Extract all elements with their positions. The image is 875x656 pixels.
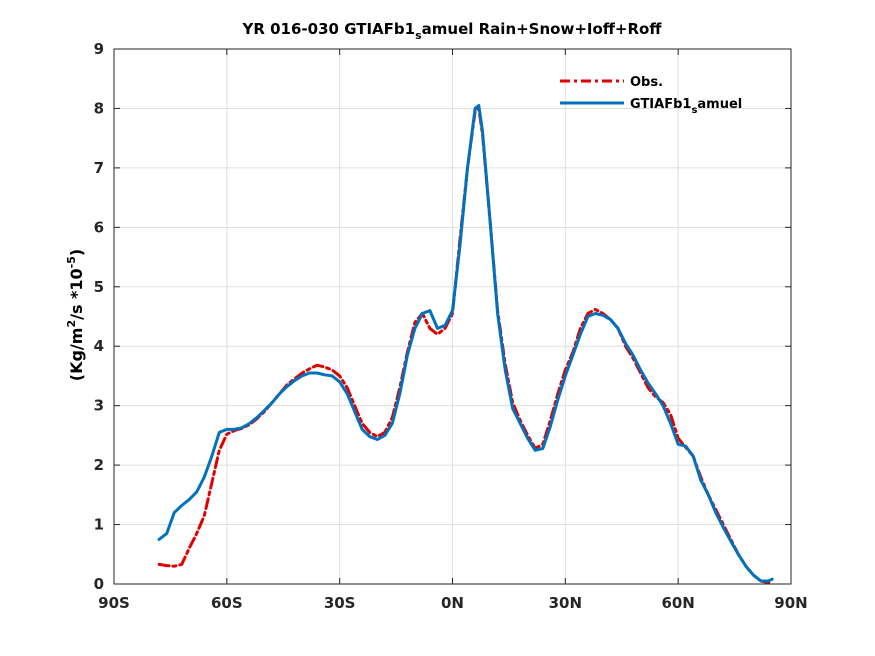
x-tick-label: 30S [324, 594, 356, 612]
y-tick-label: 7 [94, 159, 104, 177]
ylabel-superscript-1: 2 [65, 320, 78, 328]
x-tick-label: 30N [549, 594, 582, 612]
ylabel-suffix: ) [67, 249, 86, 256]
title-main: YR 016-030 GTIAFb1 [241, 20, 415, 38]
ylabel-superscript-2: -5 [65, 256, 78, 268]
y-tick-label: 9 [94, 40, 104, 58]
legend: Obs. GTIAFb1samuel [560, 75, 742, 116]
legend-model-main: GTIAFb1 [630, 97, 691, 112]
x-tick-label: 90S [98, 594, 130, 612]
series-layer [157, 104, 774, 585]
title-rest: amuel Rain+Snow+Ioff+Roff [422, 20, 663, 38]
y-tick-label: 4 [94, 337, 104, 355]
y-tick-label: 6 [94, 218, 104, 236]
series-line-model [157, 104, 774, 583]
y-tick-label: 3 [94, 397, 104, 415]
x-tick-label: 60N [661, 594, 694, 612]
legend-model-rest: amuel [697, 97, 742, 112]
legend-label-model: GTIAFb1samuel [630, 97, 742, 116]
x-tick-label: 0N [441, 594, 464, 612]
x-tick-label: 60S [211, 594, 243, 612]
ticks: 90S 60S 30S 0N 30N 60N 90N 0 1 2 3 4 5 6 7 8 9 [94, 40, 808, 612]
y-tick-label: 2 [94, 456, 104, 474]
y-axis-label: (Kg/m2/s *10-5) [65, 249, 86, 381]
ylabel-prefix: (Kg/m [67, 328, 86, 382]
y-tick-label: 5 [94, 278, 104, 296]
legend-label-obs: Obs. [630, 75, 663, 90]
title-subscript: s [415, 29, 422, 42]
legend-model-subscript: s [691, 105, 697, 116]
x-tick-label: 90N [774, 594, 807, 612]
ylabel-mid: /s *10 [67, 268, 86, 320]
y-tick-label: 8 [94, 99, 104, 117]
chart-title: YR 016-030 GTIAFb1samuel Rain+Snow+Ioff+… [241, 20, 662, 42]
y-tick-label: 1 [94, 516, 104, 534]
y-tick-label: 0 [94, 575, 104, 593]
